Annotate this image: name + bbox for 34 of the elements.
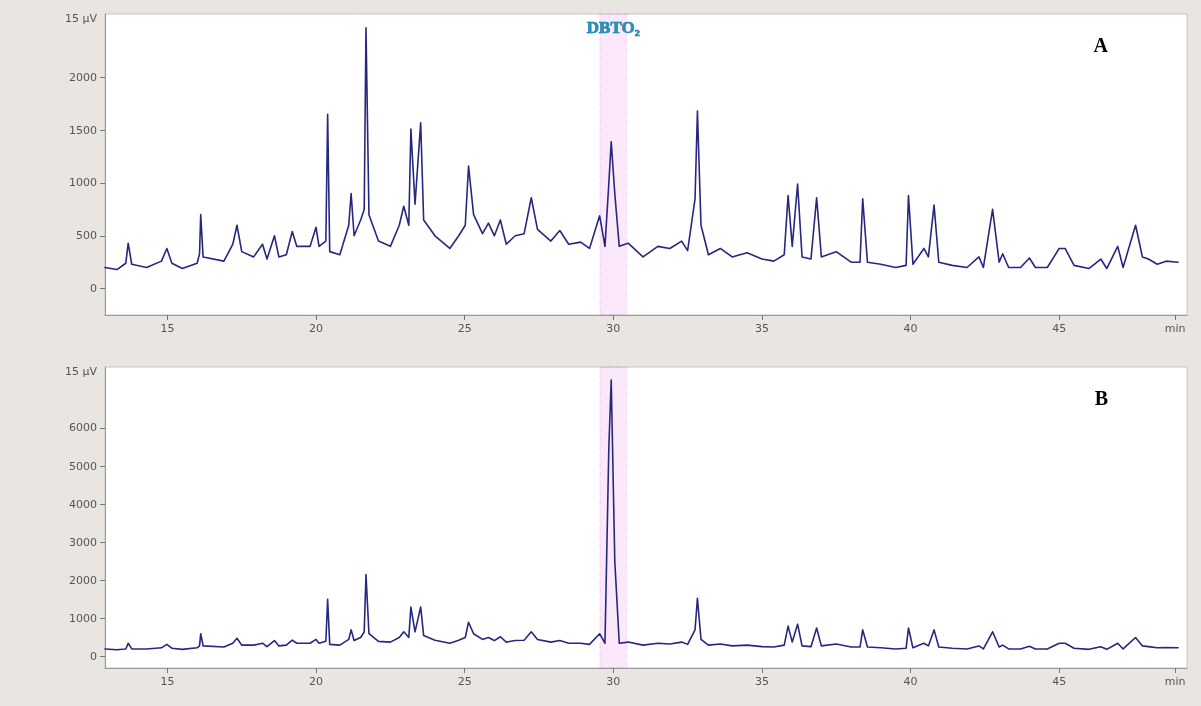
x-tick-label: 35 xyxy=(754,322,769,335)
x-tick-label: 25 xyxy=(457,675,472,688)
x-tick-label: 35 xyxy=(754,675,769,688)
x-tick-label: min xyxy=(1164,675,1186,688)
y-tick-label: 4000 xyxy=(69,497,97,511)
x-tick-label: 45 xyxy=(1052,675,1067,688)
y-tick-label: 2000 xyxy=(69,70,97,84)
text: A xyxy=(1093,34,1109,56)
x-tick-label: 40 xyxy=(903,675,918,688)
text: B xyxy=(1094,387,1108,409)
x-tick-label: 30 xyxy=(606,322,621,335)
x-tick-label: 40 xyxy=(903,322,918,335)
x-tick-label: min xyxy=(1164,322,1186,335)
y-tick-label: 0 xyxy=(90,282,97,296)
y-tick-label: 1000 xyxy=(69,611,97,625)
y-tick-label: 2000 xyxy=(69,573,97,587)
x-tick-label: 20 xyxy=(309,675,324,688)
line-series xyxy=(104,379,1179,651)
y-axis-title: 15 µV xyxy=(64,12,98,25)
y-tick-label: 1000 xyxy=(69,176,97,190)
y-tick-label: 0 xyxy=(90,650,97,664)
x-tick-label: 20 xyxy=(309,322,324,335)
y-tick-label: 1500 xyxy=(69,123,97,137)
y-tick-label: 500 xyxy=(76,229,97,243)
y-tick-label: 6000 xyxy=(69,421,97,435)
y-tick-label: 5000 xyxy=(69,459,97,473)
y-axis-title: 15 µV xyxy=(64,365,98,378)
x-tick-label: 15 xyxy=(160,675,175,688)
y-tick-label: 3000 xyxy=(69,535,97,549)
x-tick-label: 15 xyxy=(160,322,175,335)
band-label: DBTO₂ xyxy=(586,18,640,38)
x-tick-label: 45 xyxy=(1052,322,1067,335)
x-tick-label: 30 xyxy=(606,675,621,688)
x-tick-label: 25 xyxy=(457,322,472,335)
